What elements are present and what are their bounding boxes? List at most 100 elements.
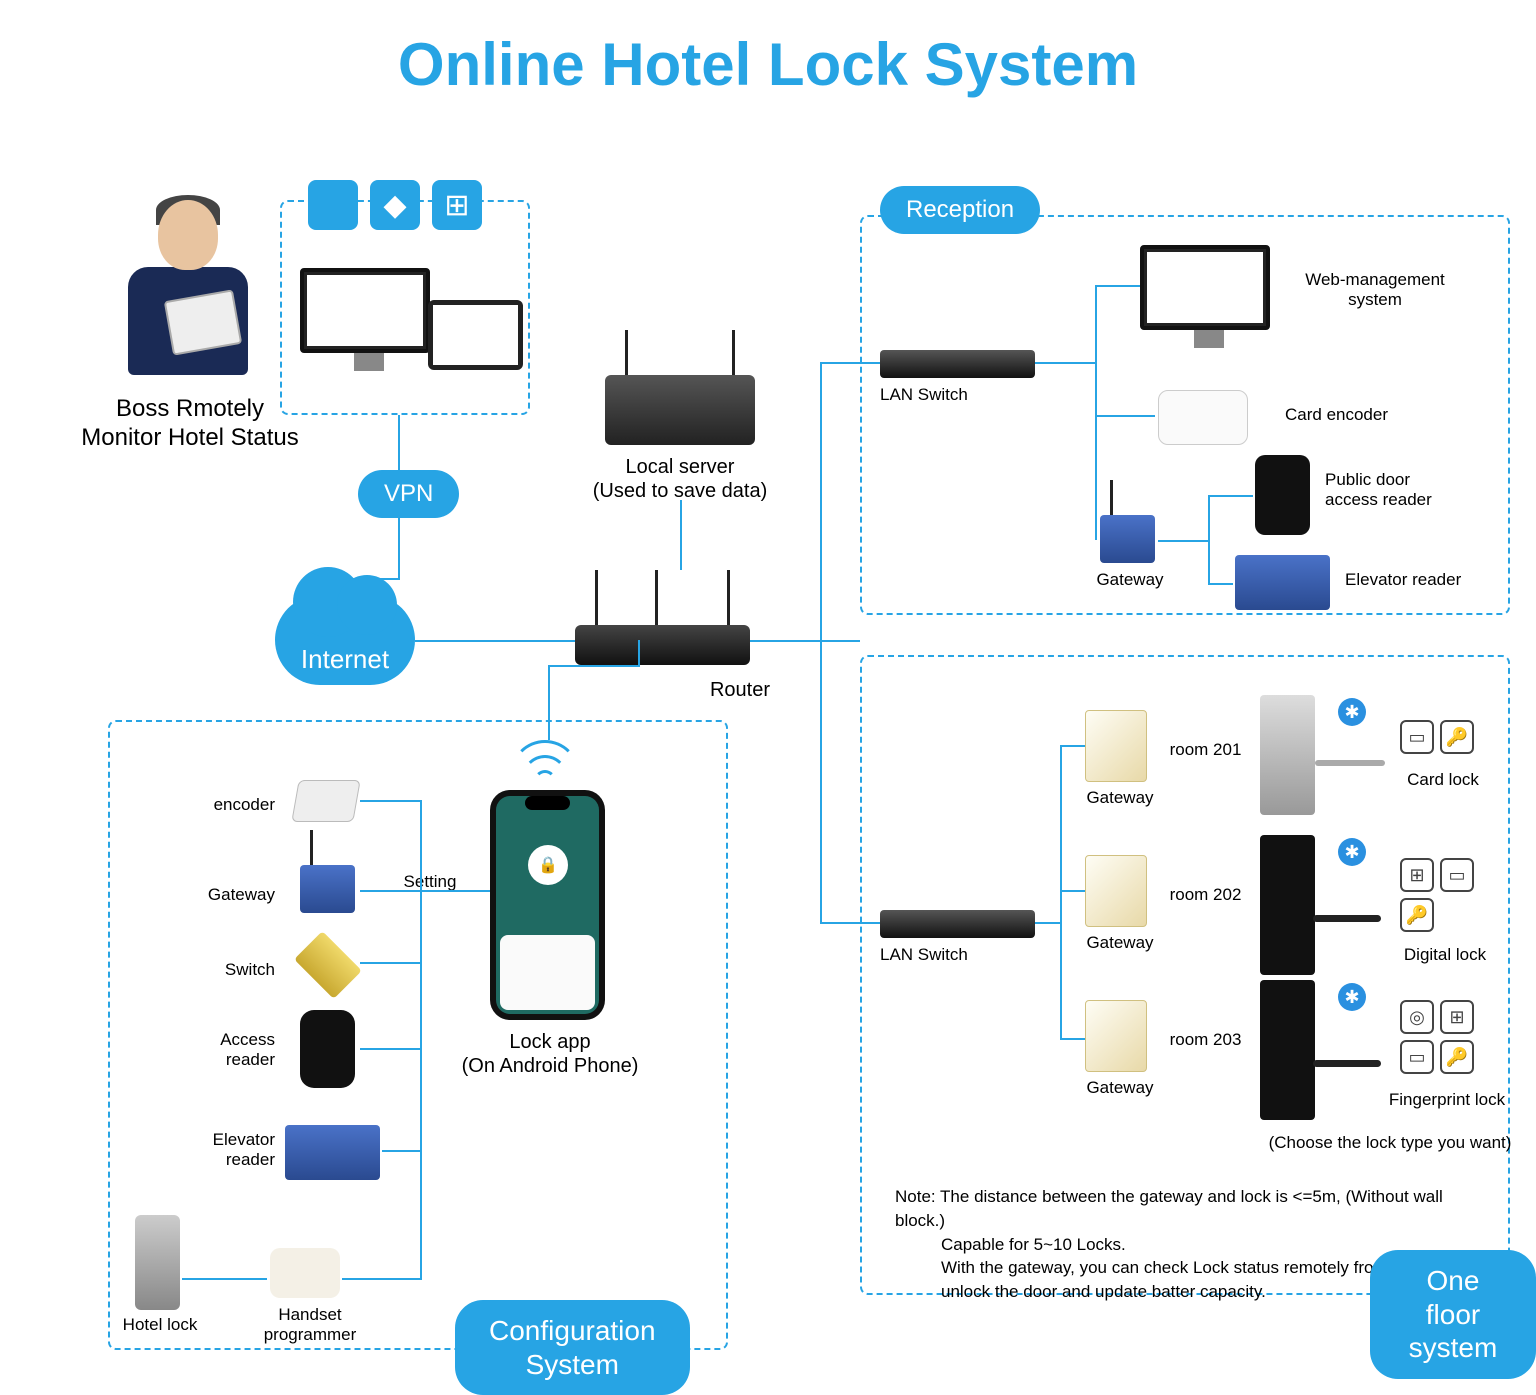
line [360,800,420,802]
line [360,1048,420,1050]
line [360,890,490,892]
lock-app-phone: 🔒 [490,790,605,1020]
line [1095,285,1140,287]
encoder-label: encoder [185,795,275,815]
fingerprint-lock-label: Fingerprint lock [1372,1090,1522,1110]
line [1208,583,1233,585]
card-encoder-device [1158,390,1248,445]
line [820,640,822,924]
room-202-label: room 202 [1158,885,1253,905]
wifi-icon [534,770,556,792]
floor-lan-switch-label: LAN Switch [880,945,1000,965]
card-icon: ▭ [1400,720,1434,754]
hotel-lock-label: Hotel lock [115,1315,205,1335]
line [1095,285,1097,540]
line [548,665,550,740]
os-icons-row: ◆ ⊞ [308,180,482,230]
room-203-label: room 203 [1158,1030,1253,1050]
vpn-pill: VPN [358,470,459,518]
bluetooth-icon: ✱ [1338,983,1366,1011]
line [1158,540,1208,542]
card-encoder-label: Card encoder [1285,405,1445,425]
line [345,578,400,580]
line [382,1150,420,1152]
line [360,962,420,964]
handset-programmer-label: Handset programmer [240,1305,380,1346]
bluetooth-icon: ✱ [1338,698,1366,726]
line [1035,922,1060,924]
fingerprint-icon: ◎ [1400,1000,1434,1034]
reception-gateway-label: Gateway [1080,570,1180,590]
line [548,665,638,667]
keypad-icon: ⊞ [1440,1000,1474,1034]
encoder-device [291,780,360,822]
hotel-lock-device [135,1215,180,1310]
configuration-pill: Configuration System [455,1300,690,1395]
floor-lan-switch [880,910,1035,938]
line [1060,745,1085,747]
floor-gateway-3-label: Gateway [1075,1078,1165,1098]
remote-tablet [428,300,523,370]
line [342,1278,420,1280]
cfg-elevator-reader-device [285,1125,380,1180]
line [1035,362,1095,364]
reception-elevator-reader-label: Elevator reader [1345,570,1505,590]
line [420,800,422,1280]
line [820,362,880,364]
floor-gateway-1 [1085,710,1147,782]
reception-pill: Reception [880,186,1040,234]
reception-lan-switch-label: LAN Switch [880,385,1000,405]
boss-label: Boss Rmotely Monitor Hotel Status [70,395,310,453]
local-server-label: Local server (Used to save data) [575,455,785,503]
internet-cloud: Internet [275,595,415,685]
cfg-access-reader-device [300,1010,355,1088]
line [1095,415,1155,417]
line [182,1278,267,1280]
line [415,640,575,642]
public-door-reader-label: Public door access reader [1325,470,1485,511]
one-floor-pill: One floor system [1370,1250,1536,1379]
cfg-elevator-reader-label: Elevator reader [175,1130,275,1171]
keypad-icon: ⊞ [1400,858,1434,892]
line [1208,495,1210,585]
digital-lock-label: Digital lock [1385,945,1505,965]
line [680,500,682,570]
line [1208,495,1253,497]
digital-lock-device [1260,835,1315,975]
floor-gateway-1-label: Gateway [1075,788,1165,808]
reception-gateway-device [1100,515,1155,563]
line [398,518,400,578]
card-icon: ▭ [1400,1040,1434,1074]
windows-icon: ⊞ [432,180,482,230]
lock-app-label: Lock app (On Android Phone) [460,1030,640,1078]
line [638,640,640,667]
card-lock-handle [1315,760,1385,766]
fingerprint-lock-device [1260,980,1315,1120]
cfg-access-reader-label: Access reader [175,1030,275,1071]
cfg-gateway-device [300,865,355,913]
line [1060,890,1085,892]
web-mgmt-label: Web-management system [1285,270,1465,311]
local-server [605,375,755,445]
cfg-switch-label: Switch [185,960,275,980]
line [820,362,822,640]
line [1060,1038,1085,1040]
key-icon: 🔑 [1440,1040,1474,1074]
apple-icon [308,180,358,230]
public-door-reader-device [1255,455,1310,535]
remote-monitor [300,268,430,353]
line [398,415,400,470]
reception-lan-switch [880,350,1035,378]
line [820,922,880,924]
router-label: Router [700,678,780,702]
card-lock-device [1260,695,1315,815]
router [575,625,750,665]
line [750,640,822,642]
card-lock-label: Card lock [1388,770,1498,790]
floor-gateway-2-label: Gateway [1075,933,1165,953]
choose-lock-label: (Choose the lock type you want) [1260,1133,1520,1153]
floor-gateway-2 [1085,855,1147,927]
reception-elevator-reader-device [1235,555,1330,610]
page-title: Online Hotel Lock System [0,30,1536,99]
internet-label: Internet [275,644,415,675]
